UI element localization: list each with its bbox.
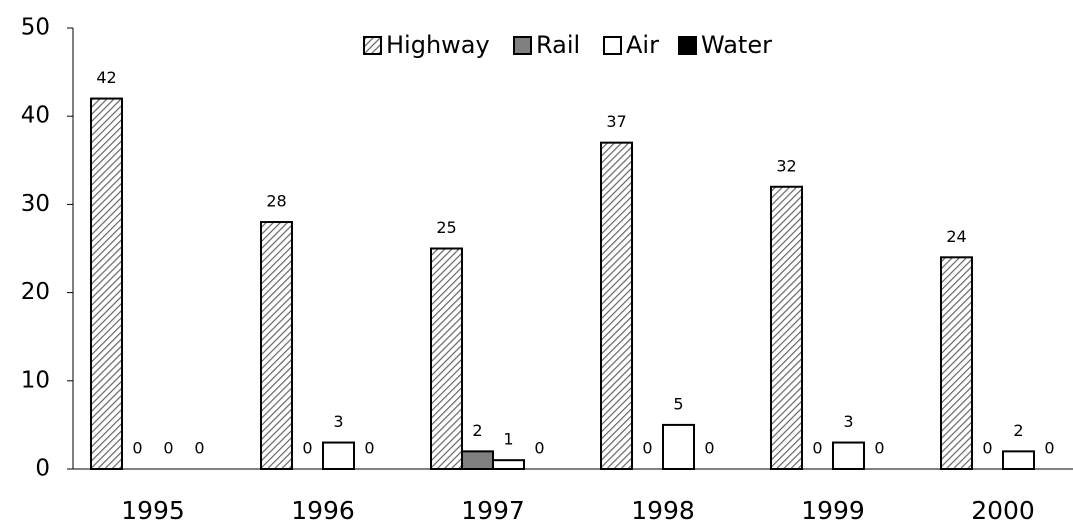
bar bbox=[322, 441, 355, 471]
y-tick-label: 10 bbox=[21, 367, 50, 393]
data-label: 0 bbox=[642, 439, 652, 458]
data-label: 37 bbox=[606, 112, 626, 131]
data-label: 0 bbox=[302, 439, 312, 458]
data-label: 28 bbox=[266, 192, 286, 211]
data-label: 0 bbox=[132, 439, 142, 458]
bar bbox=[430, 247, 463, 470]
data-label: 0 bbox=[812, 439, 822, 458]
data-label: 2 bbox=[1013, 421, 1023, 440]
x-tick-label: 1998 bbox=[631, 496, 695, 525]
data-label: 1 bbox=[503, 430, 513, 449]
data-label: 0 bbox=[194, 439, 204, 458]
bar bbox=[662, 423, 695, 470]
x-tick-label: 2000 bbox=[971, 496, 1035, 525]
data-label: 0 bbox=[874, 439, 884, 458]
data-label: 0 bbox=[364, 439, 374, 458]
data-label: 0 bbox=[1044, 439, 1054, 458]
data-label: 25 bbox=[436, 218, 456, 237]
data-label: 0 bbox=[534, 439, 544, 458]
legend-swatch bbox=[363, 36, 382, 55]
legend-label: Water bbox=[701, 31, 772, 59]
x-tick-label: 1999 bbox=[801, 496, 865, 525]
legend-label: Rail bbox=[536, 31, 580, 59]
legend-swatch bbox=[513, 36, 532, 55]
bar bbox=[260, 221, 293, 470]
data-label: 3 bbox=[843, 412, 853, 431]
y-tick-label: 30 bbox=[21, 191, 50, 217]
bar bbox=[1002, 450, 1035, 470]
data-label: 24 bbox=[946, 227, 966, 246]
bar bbox=[492, 459, 525, 470]
y-tick-label: 50 bbox=[21, 15, 50, 41]
data-label: 42 bbox=[96, 68, 116, 87]
bar bbox=[832, 441, 865, 471]
y-tick-label: 40 bbox=[21, 103, 50, 129]
data-label: 3 bbox=[333, 412, 343, 431]
y-tick-label: 0 bbox=[35, 456, 50, 482]
bar bbox=[940, 256, 973, 470]
data-label: 32 bbox=[776, 156, 796, 175]
bar bbox=[600, 141, 633, 470]
data-label: 0 bbox=[704, 439, 714, 458]
x-tick-label: 1995 bbox=[121, 496, 185, 525]
x-tick-label: 1997 bbox=[461, 496, 525, 525]
bar bbox=[770, 185, 803, 470]
legend-swatch bbox=[678, 36, 697, 55]
x-tick-label: 1996 bbox=[291, 496, 355, 525]
bar bbox=[90, 97, 123, 470]
y-tick-label: 20 bbox=[21, 279, 50, 305]
legend-swatch bbox=[603, 36, 622, 55]
data-label: 2 bbox=[472, 421, 482, 440]
legend-label: Air bbox=[626, 31, 659, 59]
data-label: 0 bbox=[982, 439, 992, 458]
data-label: 0 bbox=[163, 439, 173, 458]
bar bbox=[461, 450, 494, 470]
data-label: 5 bbox=[673, 394, 683, 413]
legend-label: Highway bbox=[386, 31, 490, 59]
